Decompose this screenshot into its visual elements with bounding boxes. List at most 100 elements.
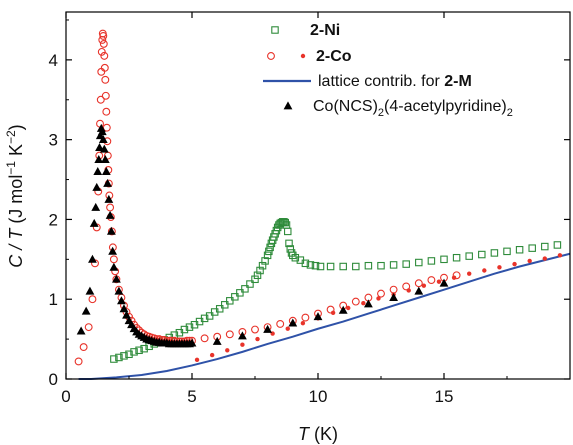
data-point-ni	[389, 261, 398, 269]
data-point-ni	[553, 241, 562, 249]
y-tick-label: 4	[49, 51, 58, 70]
data-point-ref	[288, 318, 298, 327]
data-point-ni	[130, 348, 138, 356]
data-point-ni	[115, 353, 123, 362]
data-point-ni	[326, 262, 335, 271]
data-point-ref	[85, 286, 95, 295]
data-point-co	[84, 323, 93, 332]
data-point-co_fill	[194, 357, 200, 363]
data-point-ni	[261, 257, 269, 265]
data-point-ni	[301, 259, 310, 268]
data-point-ref	[117, 296, 126, 305]
legend-item-lattice: lattice contrib. for 2-M	[263, 73, 472, 90]
data-point-ref	[439, 278, 449, 287]
series-lattice	[78, 252, 571, 380]
data-point-co	[99, 39, 108, 48]
plot-frame	[65, 11, 571, 380]
data-point-co	[414, 279, 423, 288]
data-point-co_fill	[542, 256, 547, 261]
data-point-ref	[263, 324, 272, 333]
y-tick-label: 3	[49, 131, 58, 150]
data-point-co	[389, 285, 398, 294]
data-point-ni	[231, 293, 239, 301]
data-point-co_fill	[209, 352, 215, 358]
data-point-co_fill	[451, 275, 457, 280]
data-point-co_fill	[557, 253, 563, 258]
data-point-ref	[212, 336, 222, 345]
data-point-ref	[81, 306, 91, 315]
data-point-co_fill	[225, 348, 230, 353]
legend-label-lattice: lattice contrib. for 2-M	[318, 73, 472, 90]
series-layer	[74, 29, 571, 380]
data-point-ni	[200, 314, 209, 323]
data-point-co	[102, 107, 111, 116]
y-axis-label-unit-mid: K	[6, 144, 26, 161]
x-tick-label: 10	[309, 387, 328, 406]
x-tick-label: 15	[435, 387, 454, 406]
x-axis-label: T (K)	[298, 424, 338, 444]
data-point-co_fill	[240, 342, 245, 347]
legend-label-part: 2-M	[444, 73, 472, 90]
data-point-ni	[258, 261, 267, 270]
data-point-ref	[114, 286, 124, 295]
data-point-ref	[364, 299, 373, 308]
data-point-co	[427, 276, 436, 285]
data-point-ref	[112, 274, 121, 283]
data-point-ref	[99, 144, 109, 153]
data-point-ni	[226, 297, 234, 305]
data-point-ref	[100, 154, 110, 163]
data-point-ni	[265, 247, 273, 256]
data-point-ref	[338, 305, 348, 314]
legend-item-co: 2-Co	[267, 48, 352, 65]
data-point-ref	[414, 286, 424, 295]
data-point-ref	[76, 326, 86, 335]
data-point-co	[109, 255, 118, 264]
data-point-ref	[97, 127, 107, 136]
data-point-ni	[402, 260, 410, 268]
y-axis-label-unit-suffix: )	[6, 124, 26, 130]
data-point-ref	[89, 218, 99, 227]
data-point-ni	[490, 249, 499, 257]
data-point-ni	[180, 325, 189, 334]
data-point-ni	[246, 280, 254, 288]
data-point-co	[101, 75, 110, 84]
data-point-co	[106, 203, 115, 212]
data-point-ni	[215, 305, 224, 313]
data-point-ni	[120, 352, 128, 360]
series-ref	[76, 123, 449, 348]
data-point-co_fill	[467, 271, 472, 276]
legend-label-part: Co(NCS)	[313, 98, 378, 115]
data-point-ni	[311, 261, 320, 270]
data-point-ni	[427, 257, 436, 265]
data-point-co	[351, 297, 360, 306]
data-point-ni	[236, 289, 244, 297]
data-point-co	[88, 295, 97, 304]
y-axis-label-sup2: −2	[4, 130, 18, 144]
data-point-ref	[103, 178, 112, 187]
data-point-co	[301, 313, 310, 322]
data-point-co	[99, 31, 108, 40]
data-point-ref	[109, 262, 119, 271]
y-axis-label: C / T (J mol−1 K−2)	[4, 124, 26, 267]
data-point-co_fill	[376, 296, 381, 301]
legend-label-part: lattice contrib. for	[318, 73, 444, 90]
data-point-co	[452, 271, 461, 280]
data-point-ni	[377, 261, 385, 270]
data-point-ref	[187, 338, 197, 347]
data-point-ni	[339, 262, 347, 271]
data-point-co_fill	[361, 301, 366, 306]
y-axis-label-main: C / T	[6, 227, 26, 268]
data-point-ni	[135, 346, 143, 355]
data-point-ni	[452, 253, 461, 262]
data-point-ni	[287, 249, 296, 257]
legend-symbol-co-dot	[300, 53, 306, 59]
data-point-ni	[205, 312, 214, 320]
data-point-co_fill	[330, 310, 336, 315]
y-axis-label-unit-prefix: (J mol	[6, 175, 26, 229]
data-point-ni	[277, 218, 286, 227]
legend-symbol-ni	[271, 26, 279, 34]
legend-label-part: (4-acetylpyridine)	[384, 98, 507, 115]
